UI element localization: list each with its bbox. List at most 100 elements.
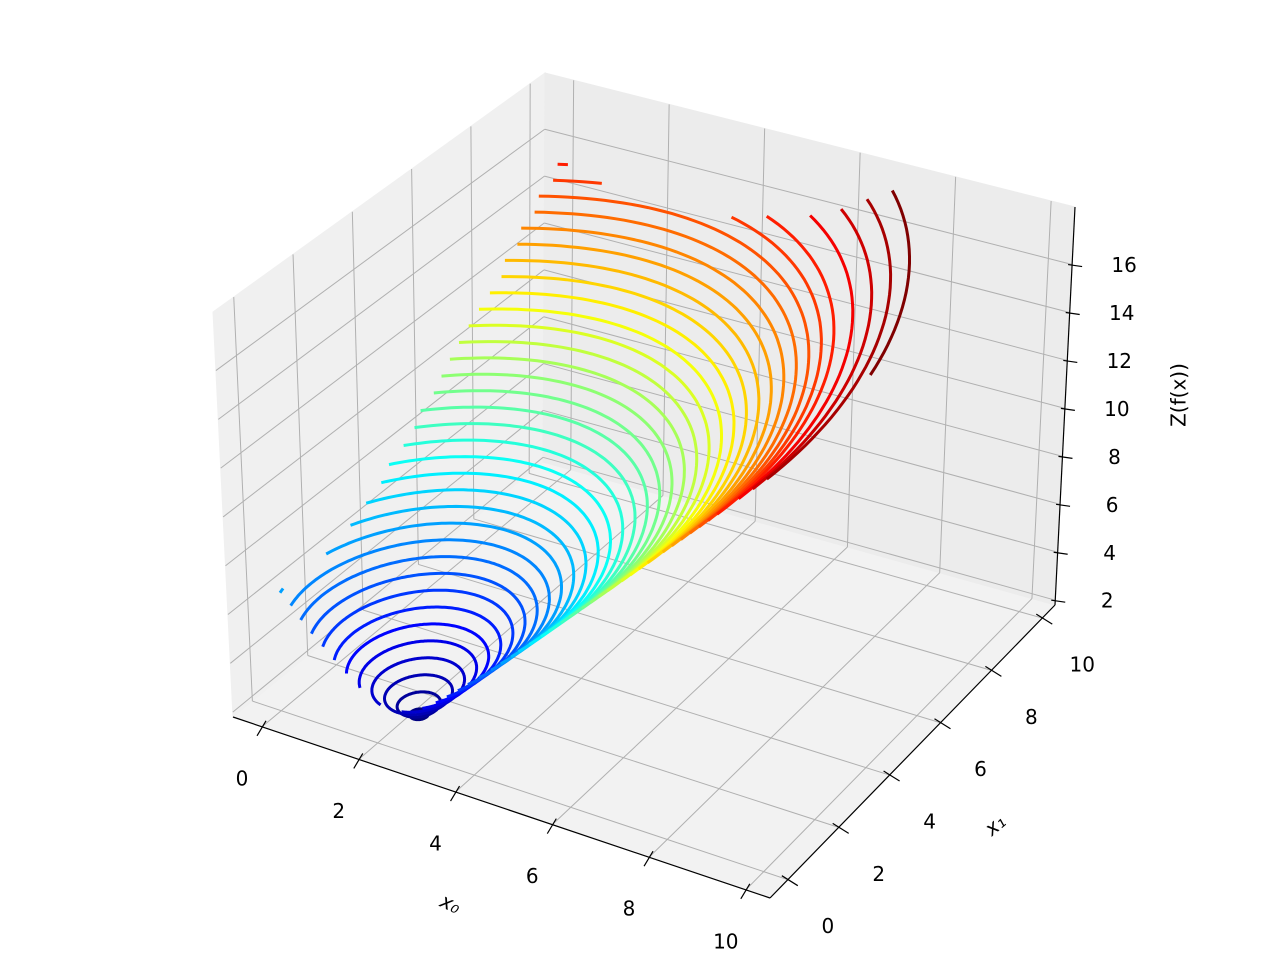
y-axis-line [769,604,1056,899]
y-tick-label: 2 [872,862,885,886]
z-tick-label: 14 [1109,301,1134,325]
x-tick [546,818,557,834]
z-tick-label: 10 [1104,397,1129,421]
y-tick [781,875,799,887]
z-tick-label: 16 [1111,253,1136,277]
x-tick [740,883,751,900]
grid-line [528,83,531,474]
grid-line [551,546,848,825]
axes: 0 2 4 6 8 10 0 2 4 6 8 10 2 4 6 8 10 12 14 16 [232,206,1137,953]
grid-line [362,609,890,776]
grid-line [252,700,788,881]
grid-line [544,128,1073,266]
z-tick-label: 12 [1107,349,1132,373]
grid-line [648,572,941,858]
contour-line [321,588,515,693]
grid-line [261,469,571,728]
grid-line [542,456,1056,601]
contour-line [383,673,454,717]
contour-line [521,226,786,541]
y-tick [1035,613,1053,625]
grid-line [662,104,670,496]
grid-line [754,128,766,522]
grid-line [745,598,1033,891]
contour-line [751,208,874,491]
z-tick [1055,503,1071,507]
y-tick [934,718,951,730]
grid-line [570,80,575,470]
y-tick-label: 10 [1070,653,1095,677]
contour-line [370,656,467,714]
y-tick [985,665,1002,677]
grid-line [351,211,364,611]
y-tick [832,822,850,834]
contour-line [557,162,836,516]
contour-line [289,538,551,672]
grid-line [222,269,545,518]
y-tick-label: 6 [974,757,987,781]
grid-line [1031,200,1052,599]
contour-line [350,504,576,659]
grid-line [939,176,957,573]
grid-line [544,175,1070,313]
z-tick-label: 2 [1101,589,1114,613]
grid-line [233,297,253,702]
grid-line [473,518,992,671]
grid-line [227,363,544,615]
x-tick [450,785,461,802]
contour-line [517,242,773,547]
grid-line [220,222,545,469]
contour-line [478,307,723,577]
grid-line [455,520,756,793]
contours [278,162,911,722]
y-tick-label: 8 [1025,705,1038,729]
z-tick [1060,407,1075,411]
contour-line [441,372,674,604]
grid-line [215,128,546,371]
contour-line [380,471,600,646]
x-tick-label: 4 [429,832,442,856]
contour-line [534,210,798,535]
x-axis-line [232,716,771,899]
contour-line [737,214,855,500]
contour-line [310,571,527,686]
contour-line [468,323,711,583]
z-tick [1068,263,1083,268]
contour-line [765,198,893,481]
grid-line [543,316,1063,457]
y-tick-label: 0 [821,914,834,938]
contour-line [458,340,699,593]
contour-line [395,690,442,719]
contour-line [504,258,761,554]
contour-line [538,194,811,529]
z-tick [1053,551,1068,555]
grid-line [470,126,475,519]
z-tick [1063,359,1078,364]
z-tick-label: 8 [1108,445,1121,469]
contour-line [332,605,503,699]
x-tick [256,720,267,737]
z-tick-label: 6 [1106,493,1119,517]
contour-line [365,488,588,654]
z-axis-line [1054,206,1076,606]
x-tick-label: 8 [623,897,636,921]
grid-line [544,222,1068,361]
x-tick-label: 10 [713,929,738,953]
y-tick-label: 4 [923,810,936,834]
x-axis-label: x₀ [436,888,465,919]
x-tick-label: 6 [526,864,539,888]
z-tick [1065,311,1080,316]
x-tick [353,753,364,769]
x-tick-label: 2 [332,799,345,823]
contour-line [501,275,748,565]
grid-line [543,409,1058,553]
z-tick [1051,599,1066,603]
contour-line [388,455,612,638]
contour-line [869,189,911,376]
grid-line [411,169,419,565]
grid-line [418,563,941,724]
grid-line [232,456,544,713]
contour-line [299,555,539,680]
grid-line [846,152,861,548]
